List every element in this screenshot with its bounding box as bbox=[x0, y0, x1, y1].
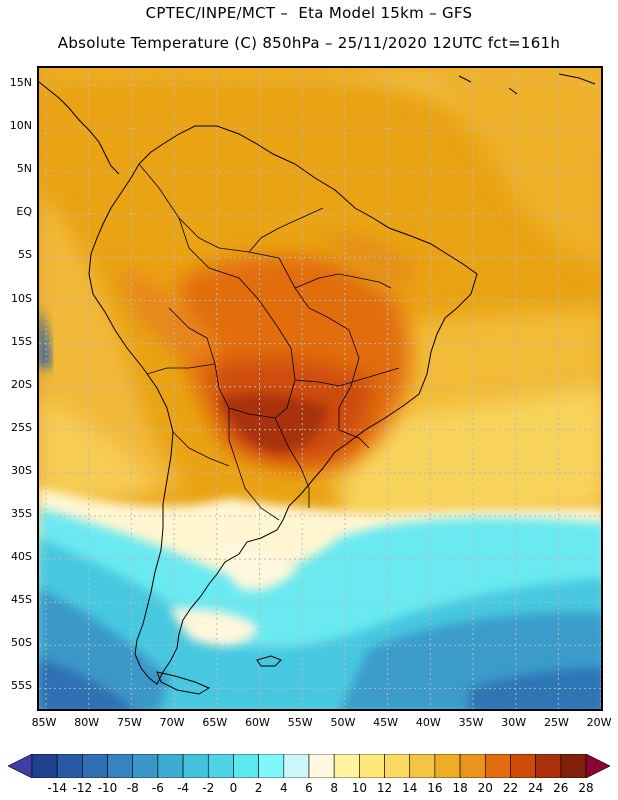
colorbar-swatch bbox=[359, 754, 385, 778]
lat-label-30s: 30S bbox=[11, 463, 32, 477]
colorbar-tick-label: 28 bbox=[578, 781, 594, 795]
colorbar-tick-label: -2 bbox=[202, 781, 215, 795]
colorbar-swatch bbox=[409, 754, 436, 778]
colorbar bbox=[8, 754, 610, 778]
lon-label-55w: 55W bbox=[287, 716, 313, 729]
colorbar-swatch bbox=[560, 754, 587, 778]
lat-label-15s: 15S bbox=[11, 334, 32, 348]
warm-zone-northeast bbox=[419, 68, 601, 267]
lon-label-45w: 45W bbox=[373, 716, 399, 729]
colorbar-tick-label: -6 bbox=[151, 781, 164, 795]
colorbar-tick-label: 2 bbox=[254, 781, 263, 795]
colorbar-swatch bbox=[333, 754, 360, 778]
pacific-band-light bbox=[39, 398, 159, 508]
lat-label-25s: 25S bbox=[11, 420, 32, 434]
lon-label-60w: 60W bbox=[245, 716, 270, 729]
lon-label-20w: 20W bbox=[586, 716, 612, 729]
lat-label-10s: 10S bbox=[11, 291, 32, 305]
lat-label-55s: 55S bbox=[11, 679, 32, 693]
lon-label-65w: 65W bbox=[202, 716, 228, 729]
colorbar-tick-label: 4 bbox=[279, 781, 288, 795]
andes-warm bbox=[119, 268, 219, 358]
tierra-del-fuego bbox=[156, 671, 211, 695]
map-subtitle: Absolute Temperature (C) 850hPa – 25/11/… bbox=[57, 34, 561, 52]
colorbar-tick-label: 18 bbox=[452, 781, 468, 795]
colorbar-tick-label: -10 bbox=[97, 781, 118, 795]
map-title: CPTEC/INPE/MCT – Eta Model 15km – GFS bbox=[145, 4, 473, 22]
temperature-map bbox=[39, 68, 601, 709]
colorbar-tick-label: 0 bbox=[229, 781, 238, 795]
lat-label-20s: 20S bbox=[11, 377, 32, 391]
colorbar-swatch bbox=[283, 754, 310, 778]
colorbar-tick-label: 16 bbox=[427, 781, 443, 795]
colorbar-swatch bbox=[384, 754, 411, 778]
lat-label-45s: 45S bbox=[11, 593, 32, 607]
lat-label-5n: 5N bbox=[16, 162, 32, 176]
lat-label-15n: 15N bbox=[9, 76, 32, 89]
colorbar-tick-label: 8 bbox=[330, 781, 338, 795]
lon-label-70w: 70W bbox=[159, 716, 185, 729]
subtropical-band-light bbox=[339, 388, 601, 523]
colorbar-tick-label: -4 bbox=[177, 781, 190, 795]
colorbar-high-arrow bbox=[585, 754, 610, 778]
colorbar-tick-label: -12 bbox=[72, 781, 93, 795]
colorbar-tick-label: -14 bbox=[47, 781, 67, 795]
colorbar-swatch bbox=[182, 754, 209, 778]
colorbar-swatch bbox=[82, 754, 108, 778]
south-america-coastline bbox=[88, 125, 478, 685]
coldest-pacific bbox=[39, 658, 135, 709]
lon-label-75w: 75W bbox=[116, 716, 142, 729]
colorbar-tick-label: 6 bbox=[305, 781, 313, 795]
colorbar-swatch bbox=[535, 754, 562, 778]
central-america-coastline bbox=[39, 81, 120, 175]
hottest-core bbox=[219, 394, 329, 453]
lon-label-40w: 40W bbox=[415, 716, 441, 729]
lon-label-80w: 80W bbox=[74, 716, 100, 729]
colorbar-swatch bbox=[132, 754, 159, 778]
colorbar-swatch bbox=[308, 754, 335, 778]
lat-label-50s: 50S bbox=[11, 636, 32, 650]
northeast-warm bbox=[319, 236, 419, 291]
colorbar-swatch bbox=[258, 754, 285, 778]
lat-label-35s: 35S bbox=[11, 507, 32, 520]
lon-label-25w: 25W bbox=[543, 716, 569, 729]
colorbar-tick-label: 14 bbox=[402, 781, 418, 795]
colorbar-swatch bbox=[459, 754, 486, 778]
lat-label-10n: 10N bbox=[9, 119, 32, 133]
colorbar-tick-label: 20 bbox=[477, 781, 493, 795]
colorbar-low-arrow bbox=[8, 754, 33, 778]
colorbar-swatch bbox=[207, 754, 234, 778]
country-borders bbox=[138, 163, 400, 521]
colorbar-tick-label: -8 bbox=[126, 781, 139, 795]
colorbar-swatch bbox=[56, 754, 83, 778]
lat-label-eq: EQ bbox=[16, 205, 32, 219]
colorbar-swatch bbox=[107, 754, 134, 778]
colorbar-tick-label: 10 bbox=[351, 781, 367, 795]
caribbean-islands bbox=[458, 73, 596, 95]
graticule bbox=[39, 68, 601, 709]
pale-patch bbox=[169, 608, 259, 646]
colorbar-swatch bbox=[510, 754, 536, 778]
lat-label-5s: 5S bbox=[18, 248, 32, 262]
colorbar-swatch bbox=[233, 754, 259, 778]
colorbar-swatch bbox=[434, 754, 461, 778]
lon-label-85w: 85W bbox=[31, 716, 57, 729]
colorbar-swatch bbox=[157, 754, 184, 778]
lon-label-50w: 50W bbox=[330, 716, 356, 729]
colorbar-swatch bbox=[31, 754, 58, 778]
colorbar-tick-label: 26 bbox=[553, 781, 569, 795]
colorbar-swatch bbox=[484, 754, 511, 778]
lon-label-35w: 35W bbox=[458, 716, 484, 729]
colorbar-tick-label: 22 bbox=[502, 781, 519, 795]
colorbar-tick-label: 24 bbox=[527, 781, 544, 795]
coastlines bbox=[39, 73, 596, 695]
map-panel bbox=[37, 66, 603, 711]
lon-label-30w: 30W bbox=[501, 716, 527, 729]
cold-cell bbox=[39, 308, 51, 368]
colorbar-tick-label: 12 bbox=[376, 781, 393, 795]
lat-label-40s: 40S bbox=[11, 550, 32, 564]
falkland-islands bbox=[256, 655, 282, 667]
